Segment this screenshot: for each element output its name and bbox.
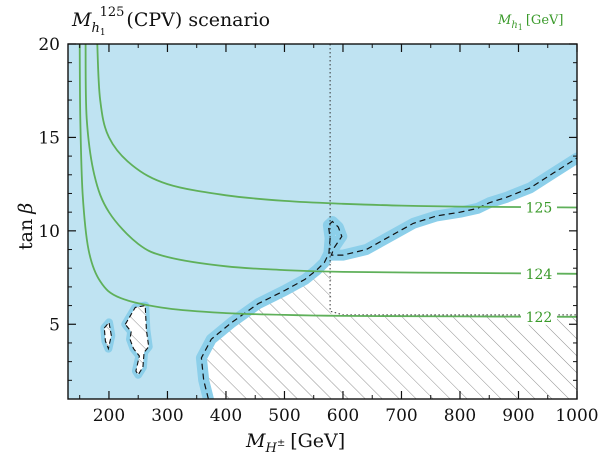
hatched-region-1 xyxy=(331,314,577,399)
contour-label-bg-125 xyxy=(520,199,557,216)
contour-label-125: 125 xyxy=(526,200,553,216)
x-tick-label: 1000 xyxy=(555,406,598,426)
contour-label-124: 124 xyxy=(526,267,553,283)
y-tick-label: 5 xyxy=(49,315,60,335)
excluded-region xyxy=(68,44,577,399)
x-tick-label: 800 xyxy=(444,406,476,426)
plot-area xyxy=(68,44,577,399)
contour-label-122: 122 xyxy=(526,310,553,326)
x-tick-label: 300 xyxy=(151,406,183,426)
x-tick-label: 500 xyxy=(268,406,300,426)
mh1-contours xyxy=(78,44,577,318)
contour-label-bg-122 xyxy=(520,308,557,325)
x-tick-label: 200 xyxy=(93,406,125,426)
allowed-islands xyxy=(100,301,153,379)
allowed-island-hatch-0 xyxy=(125,305,149,375)
y-axis-ticks: 5 10 15 20 xyxy=(38,35,577,381)
x-axis-title: MH± [GeV] xyxy=(245,430,345,456)
contour-label-bg-124 xyxy=(520,265,557,282)
contour-labels: 125 124 122 xyxy=(520,199,557,326)
contour-124 xyxy=(84,44,577,275)
x-tick-label: 600 xyxy=(327,406,359,426)
y-tick-label: 20 xyxy=(38,35,60,55)
contour-125 xyxy=(96,44,577,209)
y-tick-label: 15 xyxy=(38,128,60,148)
x-axis-ticks: 200 300 400 500 600 700 800 900 1000 xyxy=(79,44,599,426)
y-axis-title: tanβ xyxy=(15,203,37,250)
x-tick-label: 700 xyxy=(385,406,417,426)
x-tick-label: 900 xyxy=(502,406,534,426)
legend-title: Mh1 [GeV] xyxy=(497,13,563,32)
island-boundary-1 xyxy=(103,321,112,351)
plot-frame xyxy=(67,43,578,400)
chart-title: Mh1125 (CPV) scenario xyxy=(71,5,270,38)
island-boundary-0 xyxy=(124,304,150,376)
contour-122 xyxy=(78,44,577,318)
x-tick-label: 400 xyxy=(210,406,242,426)
y-tick-label: 10 xyxy=(38,222,60,242)
